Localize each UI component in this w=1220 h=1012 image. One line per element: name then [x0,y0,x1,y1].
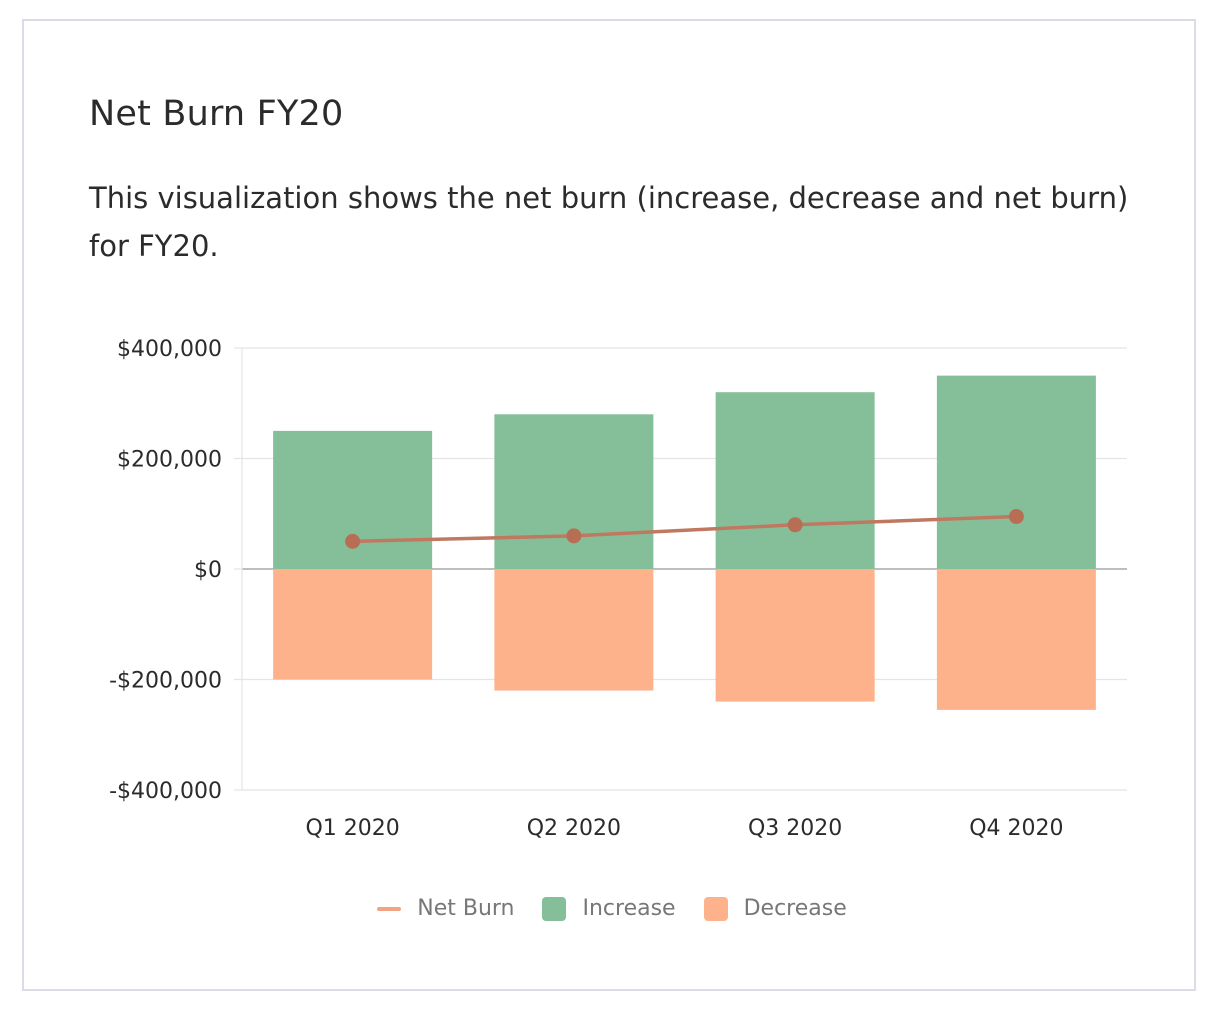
net-burn-point [345,533,361,549]
x-tick-label: Q1 2020 [305,816,399,841]
decrease-bar [936,569,1096,710]
decrease-bar [494,569,654,691]
legend-item-net-burn[interactable]: Net Burn [373,896,514,921]
net-burn-chart: $400,000 $200,000 $0 -$200,000 -$400,000 Q1 2… [109,337,1127,841]
chart-title: Net Burn FY20 [89,94,344,134]
net-burn-point [787,517,803,533]
legend-label: Decrease [743,896,847,921]
decrease-bar [273,569,433,680]
x-tick-label: Q3 2020 [748,816,842,841]
legend-item-increase[interactable]: Increase [538,896,676,921]
net-burn-point [1008,509,1024,525]
x-tick-label: Q4 2020 [969,816,1063,841]
net-burn-line [350,514,1019,544]
y-tick-label: $200,000 [117,448,222,473]
legend-line-marker [377,906,402,911]
legend-label: Increase [582,896,676,921]
net-burn-point [566,528,582,544]
y-tick-label: $400,000 [117,337,222,362]
y-tick-label: $0 [194,558,222,583]
legend-item-decrease[interactable]: Decrease [700,896,847,921]
legend-label: Net Burn [417,896,515,921]
increase-bar [494,414,654,569]
legend-swatch [542,896,567,921]
y-tick-label: -$400,000 [109,779,222,804]
legend-swatch [703,896,728,921]
increase-bar [936,375,1096,569]
x-tick-label: Q2 2020 [527,816,621,841]
increase-bar [715,392,875,569]
y-tick-label: -$200,000 [109,669,222,694]
chart-legend: Net Burn Increase Decrease [0,896,1220,921]
decrease-bar [715,569,875,702]
chart-description: This visualization shows the net burn (i… [89,181,1129,263]
